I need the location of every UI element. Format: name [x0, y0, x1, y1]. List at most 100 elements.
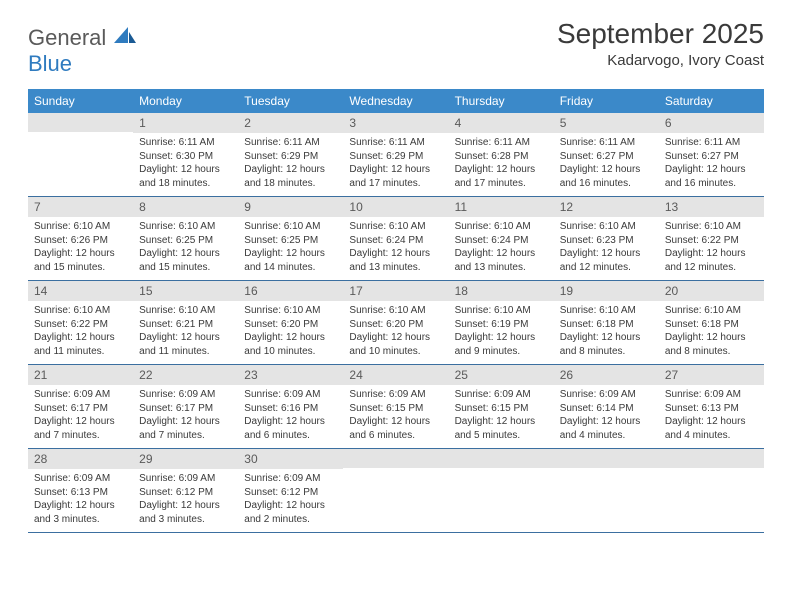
sunset-text: Sunset: 6:30 PM [139, 150, 232, 164]
sunrise-text: Sunrise: 6:09 AM [560, 388, 653, 402]
day-details: Sunrise: 6:11 AMSunset: 6:27 PMDaylight:… [659, 133, 764, 196]
day-details: Sunrise: 6:10 AMSunset: 6:24 PMDaylight:… [449, 217, 554, 280]
day-details: Sunrise: 6:09 AMSunset: 6:13 PMDaylight:… [659, 385, 764, 448]
daylight-line2: and 12 minutes. [560, 261, 653, 275]
calendar-cell: 1Sunrise: 6:11 AMSunset: 6:30 PMDaylight… [133, 113, 238, 196]
day-details: Sunrise: 6:10 AMSunset: 6:25 PMDaylight:… [238, 217, 343, 280]
day-details [28, 132, 133, 188]
sunrise-text: Sunrise: 6:09 AM [665, 388, 758, 402]
calendar-cell-empty [449, 449, 554, 532]
sunset-text: Sunset: 6:20 PM [349, 318, 442, 332]
day-number: 23 [238, 365, 343, 385]
calendar-cell: 14Sunrise: 6:10 AMSunset: 6:22 PMDayligh… [28, 281, 133, 364]
daylight-line2: and 6 minutes. [349, 429, 442, 443]
sunset-text: Sunset: 6:12 PM [244, 486, 337, 500]
day-details: Sunrise: 6:10 AMSunset: 6:22 PMDaylight:… [28, 301, 133, 364]
sunrise-text: Sunrise: 6:11 AM [139, 136, 232, 150]
daylight-line1: Daylight: 12 hours [139, 163, 232, 177]
daylight-line2: and 8 minutes. [665, 345, 758, 359]
daylight-line1: Daylight: 12 hours [244, 499, 337, 513]
daylight-line1: Daylight: 12 hours [34, 247, 127, 261]
logo-word2: Blue [28, 51, 72, 76]
sunrise-text: Sunrise: 6:10 AM [455, 304, 548, 318]
daylight-line1: Daylight: 12 hours [455, 163, 548, 177]
calendar-cell: 18Sunrise: 6:10 AMSunset: 6:19 PMDayligh… [449, 281, 554, 364]
daylight-line1: Daylight: 12 hours [349, 163, 442, 177]
daylight-line1: Daylight: 12 hours [34, 415, 127, 429]
week-row: 21Sunrise: 6:09 AMSunset: 6:17 PMDayligh… [28, 365, 764, 449]
daylight-line1: Daylight: 12 hours [665, 247, 758, 261]
day-number: 22 [133, 365, 238, 385]
sunset-text: Sunset: 6:27 PM [560, 150, 653, 164]
sunrise-text: Sunrise: 6:09 AM [139, 472, 232, 486]
daylight-line1: Daylight: 12 hours [244, 415, 337, 429]
day-details [449, 468, 554, 524]
day-number: 16 [238, 281, 343, 301]
day-header-cell: Wednesday [343, 89, 448, 113]
daylight-line1: Daylight: 12 hours [455, 331, 548, 345]
sunrise-text: Sunrise: 6:10 AM [560, 304, 653, 318]
daylight-line1: Daylight: 12 hours [139, 499, 232, 513]
calendar-cell-empty [659, 449, 764, 532]
logo-text: General Blue [28, 24, 136, 77]
daylight-line1: Daylight: 12 hours [665, 331, 758, 345]
calendar-cell: 19Sunrise: 6:10 AMSunset: 6:18 PMDayligh… [554, 281, 659, 364]
daylight-line2: and 4 minutes. [560, 429, 653, 443]
day-number: 15 [133, 281, 238, 301]
day-details: Sunrise: 6:10 AMSunset: 6:18 PMDaylight:… [554, 301, 659, 364]
day-details: Sunrise: 6:10 AMSunset: 6:19 PMDaylight:… [449, 301, 554, 364]
sunrise-text: Sunrise: 6:09 AM [455, 388, 548, 402]
sunset-text: Sunset: 6:19 PM [455, 318, 548, 332]
sunset-text: Sunset: 6:18 PM [560, 318, 653, 332]
day-details: Sunrise: 6:11 AMSunset: 6:29 PMDaylight:… [343, 133, 448, 196]
daylight-line1: Daylight: 12 hours [139, 331, 232, 345]
sunrise-text: Sunrise: 6:10 AM [244, 220, 337, 234]
daylight-line2: and 6 minutes. [244, 429, 337, 443]
sunrise-text: Sunrise: 6:11 AM [665, 136, 758, 150]
calendar-cell-empty [343, 449, 448, 532]
calendar-cell: 26Sunrise: 6:09 AMSunset: 6:14 PMDayligh… [554, 365, 659, 448]
day-details: Sunrise: 6:10 AMSunset: 6:23 PMDaylight:… [554, 217, 659, 280]
sunrise-text: Sunrise: 6:10 AM [455, 220, 548, 234]
calendar-cell: 15Sunrise: 6:10 AMSunset: 6:21 PMDayligh… [133, 281, 238, 364]
daylight-line1: Daylight: 12 hours [665, 415, 758, 429]
daylight-line2: and 7 minutes. [139, 429, 232, 443]
day-details: Sunrise: 6:10 AMSunset: 6:21 PMDaylight:… [133, 301, 238, 364]
day-details: Sunrise: 6:09 AMSunset: 6:12 PMDaylight:… [238, 469, 343, 532]
logo-word1: General [28, 25, 106, 50]
sunrise-text: Sunrise: 6:10 AM [34, 304, 127, 318]
day-number: 10 [343, 197, 448, 217]
daylight-line2: and 14 minutes. [244, 261, 337, 275]
day-number [449, 449, 554, 468]
day-details: Sunrise: 6:10 AMSunset: 6:25 PMDaylight:… [133, 217, 238, 280]
daylight-line2: and 9 minutes. [455, 345, 548, 359]
sunset-text: Sunset: 6:22 PM [34, 318, 127, 332]
calendar-cell: 20Sunrise: 6:10 AMSunset: 6:18 PMDayligh… [659, 281, 764, 364]
day-number [554, 449, 659, 468]
sunrise-text: Sunrise: 6:10 AM [665, 304, 758, 318]
logo: General Blue [28, 18, 136, 77]
day-number: 13 [659, 197, 764, 217]
day-details: Sunrise: 6:09 AMSunset: 6:15 PMDaylight:… [449, 385, 554, 448]
daylight-line1: Daylight: 12 hours [349, 247, 442, 261]
day-number: 12 [554, 197, 659, 217]
daylight-line1: Daylight: 12 hours [665, 163, 758, 177]
daylight-line2: and 7 minutes. [34, 429, 127, 443]
calendar-cell: 23Sunrise: 6:09 AMSunset: 6:16 PMDayligh… [238, 365, 343, 448]
calendar-cell: 17Sunrise: 6:10 AMSunset: 6:20 PMDayligh… [343, 281, 448, 364]
daylight-line2: and 13 minutes. [349, 261, 442, 275]
calendar-cell: 27Sunrise: 6:09 AMSunset: 6:13 PMDayligh… [659, 365, 764, 448]
day-number: 8 [133, 197, 238, 217]
logo-sail-icon [114, 27, 136, 45]
day-header-cell: Saturday [659, 89, 764, 113]
sunset-text: Sunset: 6:29 PM [349, 150, 442, 164]
sunset-text: Sunset: 6:27 PM [665, 150, 758, 164]
day-details [554, 468, 659, 524]
calendar: SundayMondayTuesdayWednesdayThursdayFrid… [28, 89, 764, 533]
day-number: 24 [343, 365, 448, 385]
day-details: Sunrise: 6:10 AMSunset: 6:18 PMDaylight:… [659, 301, 764, 364]
calendar-cell: 16Sunrise: 6:10 AMSunset: 6:20 PMDayligh… [238, 281, 343, 364]
daylight-line1: Daylight: 12 hours [560, 247, 653, 261]
location-subtitle: Kadarvogo, Ivory Coast [557, 52, 764, 69]
day-number: 25 [449, 365, 554, 385]
